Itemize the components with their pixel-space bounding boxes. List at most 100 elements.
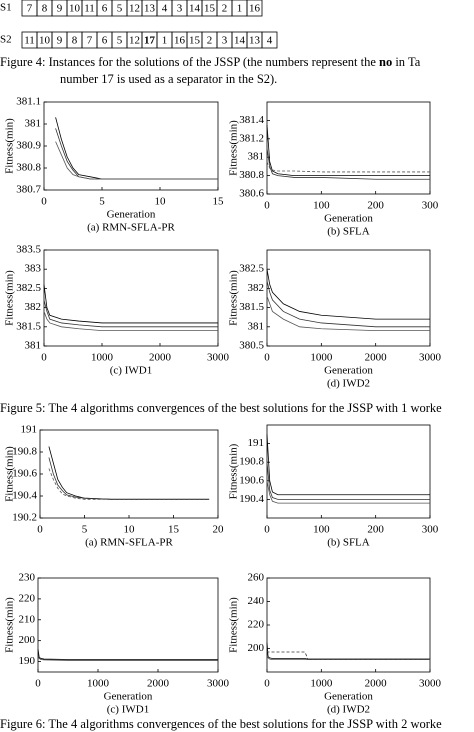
y-tick-label: 381.5 <box>239 301 264 313</box>
plot-frame <box>266 249 431 347</box>
x-tick-label: 2000 <box>365 678 388 690</box>
series-line <box>55 128 218 180</box>
x-tick-label: 1000 <box>91 352 114 364</box>
x-tick-label: 5 <box>99 196 105 208</box>
y-tick-label: 210 <box>19 613 36 625</box>
subfigure-caption: (b) SFLA <box>327 537 370 549</box>
series-line <box>266 161 430 173</box>
sequence-value: 16 <box>249 3 261 15</box>
subfigure-caption: (b) SFLA <box>327 226 370 238</box>
y-tick-label: 380.8 <box>239 169 264 181</box>
sequence-value: 6 <box>102 35 108 47</box>
sequence-value: 2 <box>222 3 228 15</box>
chart: 190.4 190.6 190.8 191 0 100 200 300 Fitness(min)… <box>228 424 439 549</box>
x-axis-label: Generation <box>324 691 373 703</box>
series-line <box>43 311 218 332</box>
y-axis-label: Fitness(min) <box>228 120 240 176</box>
caption-text: Figure 4: Instances for the solutions of… <box>0 55 379 69</box>
chart: 190 200 210 220 230 0 1000 2000 3000 Fitness(min)… <box>4 572 230 716</box>
sequence-value: 15 <box>189 35 201 47</box>
x-tick-label: 15 <box>213 196 225 208</box>
sequence-value: 14 <box>234 35 246 47</box>
y-tick-label: 381 <box>25 118 42 130</box>
sequence-value: 4 <box>162 3 168 15</box>
y-tick-label: 381.1 <box>16 96 41 108</box>
plot-frame <box>266 424 431 519</box>
subfigure-caption: (d) IWD2 <box>327 378 370 390</box>
plot-frame <box>43 101 219 191</box>
x-axis-label: Generation <box>324 213 373 225</box>
figure4-caption-line1: Figure 4: Instances for the solutions of… <box>0 55 421 69</box>
plot-frame <box>43 249 219 347</box>
x-tick-label: 10 <box>124 524 136 536</box>
y-tick-label: 190.6 <box>12 468 37 480</box>
y-tick-label: 190.4 <box>239 493 264 505</box>
figure6-caption: Figure 6: The 4 algorithms convergences … <box>0 717 442 731</box>
y-tick-label: 190 <box>19 655 36 667</box>
series-line <box>48 457 210 500</box>
y-tick-label: 220 <box>248 619 265 631</box>
x-tick-label: 0 <box>264 200 270 212</box>
y-tick-label: 200 <box>19 634 36 646</box>
y-tick-label: 220 <box>19 592 36 604</box>
y-axis-label: Fitness(min) <box>4 118 16 174</box>
caption-text: in Ta <box>392 55 421 69</box>
x-tick-label: 200 <box>367 524 384 536</box>
sequence-value: 9 <box>57 3 63 15</box>
plot-frame <box>39 429 219 519</box>
sequence-value: 9 <box>57 35 63 47</box>
series-line <box>48 468 210 500</box>
x-axis-label: Generation <box>107 209 156 221</box>
y-tick-label: 383.5 <box>16 244 41 256</box>
y-tick-label: 381.5 <box>16 320 41 332</box>
sequence-value: 11 <box>84 3 95 15</box>
sequence-value: 8 <box>72 35 78 47</box>
series-line <box>266 434 430 496</box>
series-line <box>266 280 430 328</box>
chart: 190.2 190.4 190.6 190.8 191 0 5 10 15 20 Fitness(m… <box>4 424 224 549</box>
chart: 380.5 381 381.5 382 382.5 0 1000 2000 3000 Fitnes… <box>228 249 442 390</box>
y-tick-label: 380.9 <box>16 140 41 152</box>
sequence-value: 7 <box>27 3 33 15</box>
sequence-value: 16 <box>174 35 186 47</box>
x-tick-label: 1000 <box>310 352 333 364</box>
series-line <box>266 269 430 320</box>
y-tick-label: 200 <box>248 642 265 654</box>
y-tick-label: 191 <box>248 437 265 449</box>
chart: 200 220 240 260 0 1000 2000 3000 Fitness(min) Gen… <box>228 572 442 716</box>
figure4-caption-line2: number 17 is used as a separator in the … <box>60 72 277 86</box>
x-tick-label: 300 <box>422 200 439 212</box>
x-tick-label: 10 <box>155 196 167 208</box>
series-line <box>266 480 430 504</box>
sequence-value: 17 <box>144 35 156 47</box>
sequence-value: 13 <box>144 3 156 15</box>
x-tick-label: 0 <box>264 352 270 364</box>
sequence-label: S2 <box>0 34 12 46</box>
x-tick-label: 2000 <box>147 678 170 690</box>
series-line <box>43 299 218 328</box>
sequence-value: 12 <box>129 35 140 47</box>
y-axis-label: Fitness(min) <box>228 270 240 326</box>
x-tick-label: 0 <box>35 678 41 690</box>
subfigure-caption: (a) RMN-SFLA-PR <box>85 537 173 549</box>
y-tick-label: 382 <box>248 282 265 294</box>
figure5-caption: Figure 5: The 4 algorithms convergences … <box>0 401 442 415</box>
x-tick-label: 100 <box>313 200 330 212</box>
y-tick-label: 230 <box>19 572 36 584</box>
y-tick-label: 190.4 <box>12 490 37 502</box>
x-tick-label: 2000 <box>365 352 388 364</box>
y-tick-label: 260 <box>248 572 265 584</box>
sequence-value: 4 <box>267 35 273 47</box>
sequence-value: 6 <box>102 3 108 15</box>
sequence-value: 15 <box>204 3 216 15</box>
y-tick-label: 381 <box>248 320 265 332</box>
sequence-cell <box>246 0 263 17</box>
y-tick-label: 380.8 <box>16 162 41 174</box>
subfigure-caption: (a) RMN-SFLA-PR <box>87 222 175 234</box>
x-tick-label: 0 <box>264 678 270 690</box>
y-axis-label: Fitness(min) <box>4 446 16 502</box>
y-tick-label: 382.5 <box>16 282 41 294</box>
plot-frame <box>266 577 431 673</box>
plot-frame <box>266 101 431 195</box>
